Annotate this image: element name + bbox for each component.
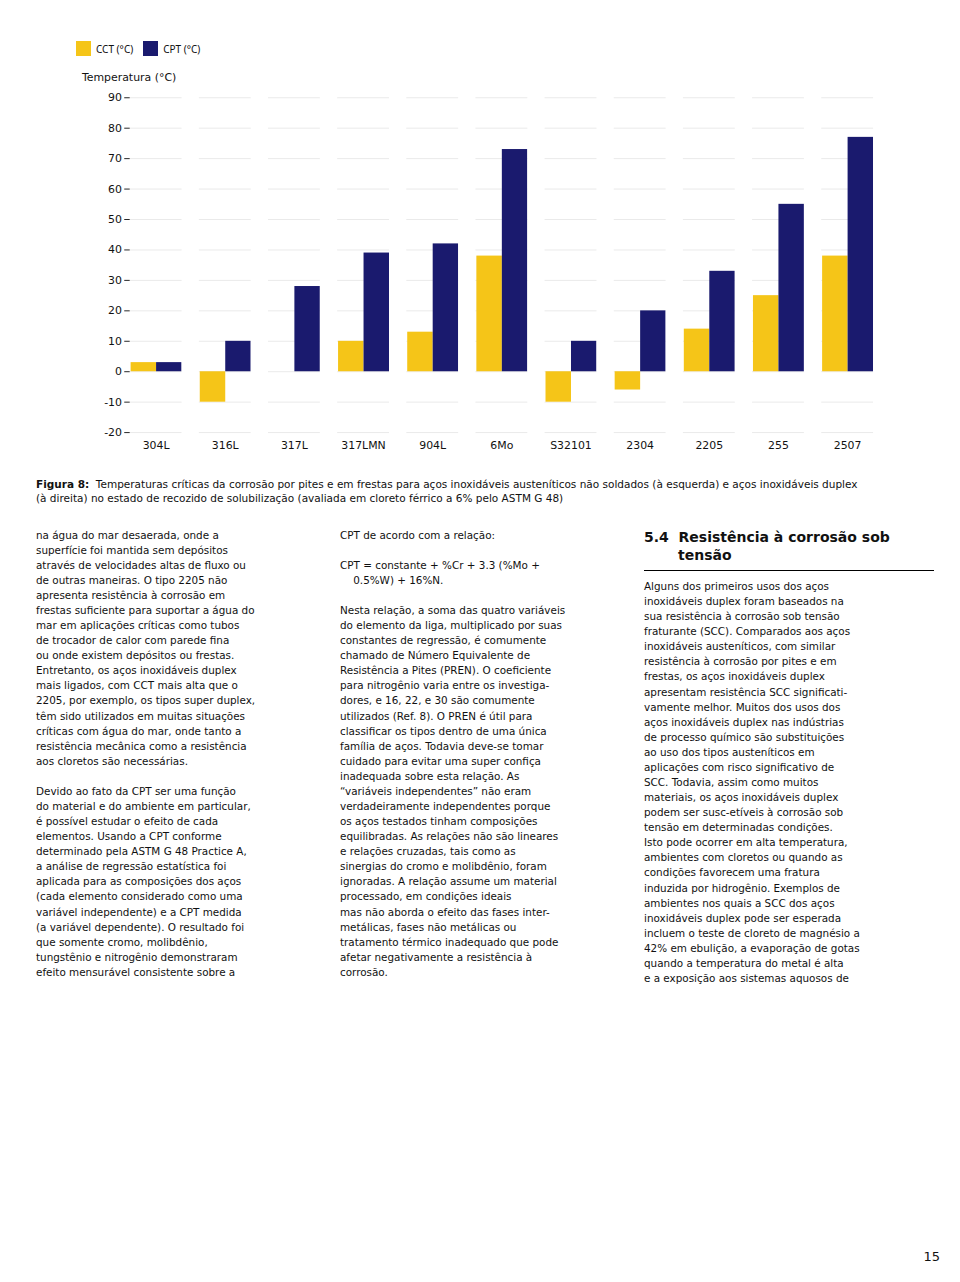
svg-text:2304: 2304 <box>626 439 654 452</box>
svg-text:317L: 317L <box>281 439 309 452</box>
svg-text:904L: 904L <box>419 439 447 452</box>
svg-text:60: 60 <box>108 183 122 196</box>
svg-text:Temperatura (°C): Temperatura (°C) <box>81 71 176 84</box>
svg-text:-20: -20 <box>104 426 122 439</box>
svg-text:S32101: S32101 <box>550 439 592 452</box>
svg-text:-10: -10 <box>104 396 122 409</box>
svg-text:304L: 304L <box>143 439 171 452</box>
html-text:Figura 8: Temperaturas crítica: Figura 8: Temperaturas críticas da corro… <box>36 478 858 505</box>
svg-text:6Mo: 6Mo <box>490 439 513 452</box>
html-text:15: 15 <box>923 1249 940 1264</box>
html-text:Alguns dos primeiros usos dos: Alguns dos primeiros usos dos aços inoxi… <box>644 580 860 984</box>
html-text:5.4 Resistência à corrosão sob: 5.4 Resistência à corrosão sob tensão <box>644 528 890 563</box>
svg-text:317LMN: 317LMN <box>341 439 385 452</box>
svg-text:90: 90 <box>108 91 122 104</box>
html-text:na água do mar desaerada, onde: na água do mar desaerada, onde a superfí… <box>36 528 256 978</box>
html-text:CCT (°C): CCT (°C) <box>96 41 134 56</box>
html-text:CPT de acordo com a relação: C: CPT de acordo com a relação: CPT = const… <box>340 528 566 978</box>
svg-text:30: 30 <box>108 274 122 287</box>
svg-text:316L: 316L <box>212 439 240 452</box>
svg-text:255: 255 <box>768 439 789 452</box>
html-text:CPT (°C): CPT (°C) <box>163 41 201 56</box>
svg-text:0: 0 <box>115 365 122 378</box>
svg-text:70: 70 <box>108 152 122 165</box>
svg-text:10: 10 <box>108 335 122 348</box>
svg-text:20: 20 <box>108 304 122 317</box>
svg-text:2507: 2507 <box>834 439 862 452</box>
svg-text:50: 50 <box>108 213 122 226</box>
svg-text:80: 80 <box>108 122 122 135</box>
svg-text:40: 40 <box>108 243 122 256</box>
svg-text:2205: 2205 <box>695 439 723 452</box>
